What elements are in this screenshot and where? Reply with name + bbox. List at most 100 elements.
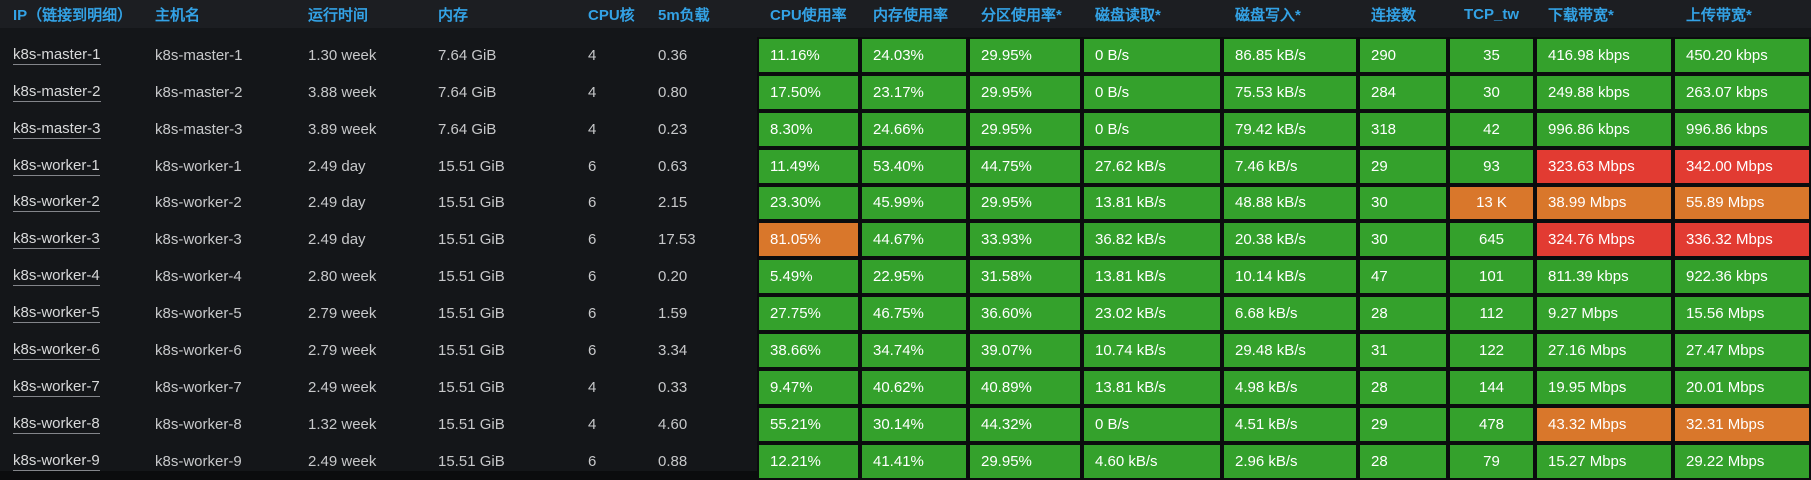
status-value-partition_usage: 29.95% [970,38,1080,72]
status-value-cpu_usage: 9.47% [759,371,858,404]
column-header-load_5m[interactable]: 5m负载 [645,0,757,28]
cell-uptime: 2.49 day [308,157,366,175]
cell-partition_usage: 39.07% [968,332,1082,370]
status-value-download_bw: 324.76 Mbps [1537,223,1671,257]
cell-mem_usage: 40.62% [860,369,968,406]
status-value-disk_write: 4.51 kB/s [1224,407,1356,441]
cell-mem_usage: 22.95% [860,258,968,296]
cell-tcp_tw: 79 [1448,442,1535,480]
column-header-disk_write[interactable]: 磁盘写入* [1222,0,1358,28]
column-header-upload_bw[interactable]: 上传带宽* [1673,0,1811,28]
column-header-cpu_usage[interactable]: CPU使用率 [757,0,860,28]
cell-download_bw: 15.27 Mbps [1535,442,1673,480]
status-value-upload_bw: 20.01 Mbps [1675,371,1809,404]
column-header-tcp_tw[interactable]: TCP_tw [1448,0,1535,28]
status-value-mem_usage: 53.40% [862,149,966,183]
column-header-ip[interactable]: IP（链接到明细） [0,0,142,28]
column-header-partition_usage[interactable]: 分区使用率* [968,0,1082,28]
status-value-disk_write: 4.98 kB/s [1224,371,1356,404]
cell-hostname: k8s-worker-7 [155,379,242,397]
cell-ip: k8s-worker-6 [0,332,142,369]
cell-tcp_tw: 93 [1448,147,1535,185]
cell-disk_write: 20.38 kB/s [1222,221,1358,259]
cell-partition_usage: 36.60% [968,295,1082,333]
cell-cpu_usage: 81.05% [757,221,860,259]
node-detail-link[interactable]: k8s-master-3 [13,119,101,139]
cell-uptime: 2.49 day [308,194,366,212]
cell-hostname: k8s-master-3 [155,120,243,138]
cell-disk_write: 75.53 kB/s [1222,73,1358,111]
cell-hostname: k8s-worker-8 [155,415,242,433]
cell-cpu_usage: 9.47% [757,369,860,406]
status-value-mem_usage: 24.03% [862,38,966,72]
node-detail-link[interactable]: k8s-worker-2 [13,193,100,213]
node-detail-link[interactable]: k8s-master-1 [13,45,101,65]
column-header-download_bw[interactable]: 下载带宽* [1535,0,1673,28]
cell-ip: k8s-worker-4 [0,258,142,295]
node-detail-link[interactable]: k8s-worker-7 [13,378,100,398]
cell-partition_usage: 29.95% [968,73,1082,111]
cell-ip: k8s-worker-3 [0,221,142,258]
status-value-disk_write: 10.14 kB/s [1224,260,1356,294]
cell-connections: 318 [1358,110,1448,148]
status-value-tcp_tw: 13 K [1450,186,1533,220]
cell-memory: 15.51 GiB [438,305,505,323]
status-value-tcp_tw: 101 [1450,260,1533,294]
status-value-mem_usage: 40.62% [862,371,966,404]
status-value-connections: 29 [1360,149,1446,183]
cell-load_5m: 0.63 [658,157,688,175]
status-value-mem_usage: 46.75% [862,297,966,331]
column-header-cpu_cores[interactable]: CPU核 [575,0,645,28]
status-value-tcp_tw: 35 [1450,38,1533,72]
cell-cpu_usage: 11.49% [757,147,860,185]
cell-uptime: 3.89 week [308,120,377,138]
column-header-hostname[interactable]: 主机名 [142,0,295,28]
status-value-disk_read: 13.81 kB/s [1084,260,1220,294]
cell-cpu_usage: 38.66% [757,332,860,370]
node-detail-link[interactable]: k8s-worker-5 [13,304,100,324]
node-detail-link[interactable]: k8s-worker-6 [13,341,100,361]
status-value-download_bw: 416.98 kbps [1537,38,1671,72]
cell-tcp_tw: 101 [1448,258,1535,296]
cell-mem_usage: 44.67% [860,221,968,259]
status-value-connections: 47 [1360,260,1446,294]
cell-upload_bw: 922.36 kbps [1673,258,1811,296]
cell-cpu_cores: 4 [588,83,597,101]
cell-ip: k8s-worker-2 [0,185,142,222]
status-value-tcp_tw: 93 [1450,149,1533,183]
cell-cpu_cores: 4 [588,46,597,64]
cell-connections: 30 [1358,184,1448,222]
cell-download_bw: 249.88 kbps [1535,73,1673,111]
cell-tcp_tw: 144 [1448,369,1535,406]
cell-disk_read: 13.81 kB/s [1082,258,1222,296]
cell-cpu_usage: 27.75% [757,295,860,333]
status-value-download_bw: 811.39 kbps [1537,260,1671,294]
column-header-uptime[interactable]: 运行时间 [295,0,425,28]
status-value-partition_usage: 31.58% [970,260,1080,294]
node-detail-link[interactable]: k8s-master-2 [13,82,101,102]
cell-disk_write: 86.85 kB/s [1222,36,1358,74]
status-value-download_bw: 996.86 kbps [1537,112,1671,146]
node-detail-link[interactable]: k8s-worker-9 [13,451,100,471]
status-value-mem_usage: 34.74% [862,334,966,368]
cell-tcp_tw: 35 [1448,36,1535,74]
node-detail-link[interactable]: k8s-worker-8 [13,414,100,434]
cell-disk_write: 10.14 kB/s [1222,258,1358,296]
cell-partition_usage: 44.75% [968,147,1082,185]
node-detail-link[interactable]: k8s-worker-3 [13,230,100,250]
node-detail-link[interactable]: k8s-worker-4 [13,267,100,287]
column-header-memory[interactable]: 内存 [425,0,575,28]
column-header-connections[interactable]: 连接数 [1358,0,1448,28]
status-value-download_bw: 43.32 Mbps [1537,407,1671,441]
status-value-cpu_usage: 8.30% [759,112,858,146]
cell-disk_read: 13.81 kB/s [1082,184,1222,222]
column-header-disk_read[interactable]: 磁盘读取* [1082,0,1222,28]
status-value-disk_write: 7.46 kB/s [1224,149,1356,183]
column-header-mem_usage[interactable]: 内存使用率 [860,0,968,28]
cell-mem_usage: 46.75% [860,295,968,333]
cell-tcp_tw: 478 [1448,405,1535,443]
cell-disk_read: 23.02 kB/s [1082,295,1222,333]
status-value-mem_usage: 22.95% [862,260,966,294]
cell-disk_write: 7.46 kB/s [1222,147,1358,185]
node-detail-link[interactable]: k8s-worker-1 [13,156,100,176]
